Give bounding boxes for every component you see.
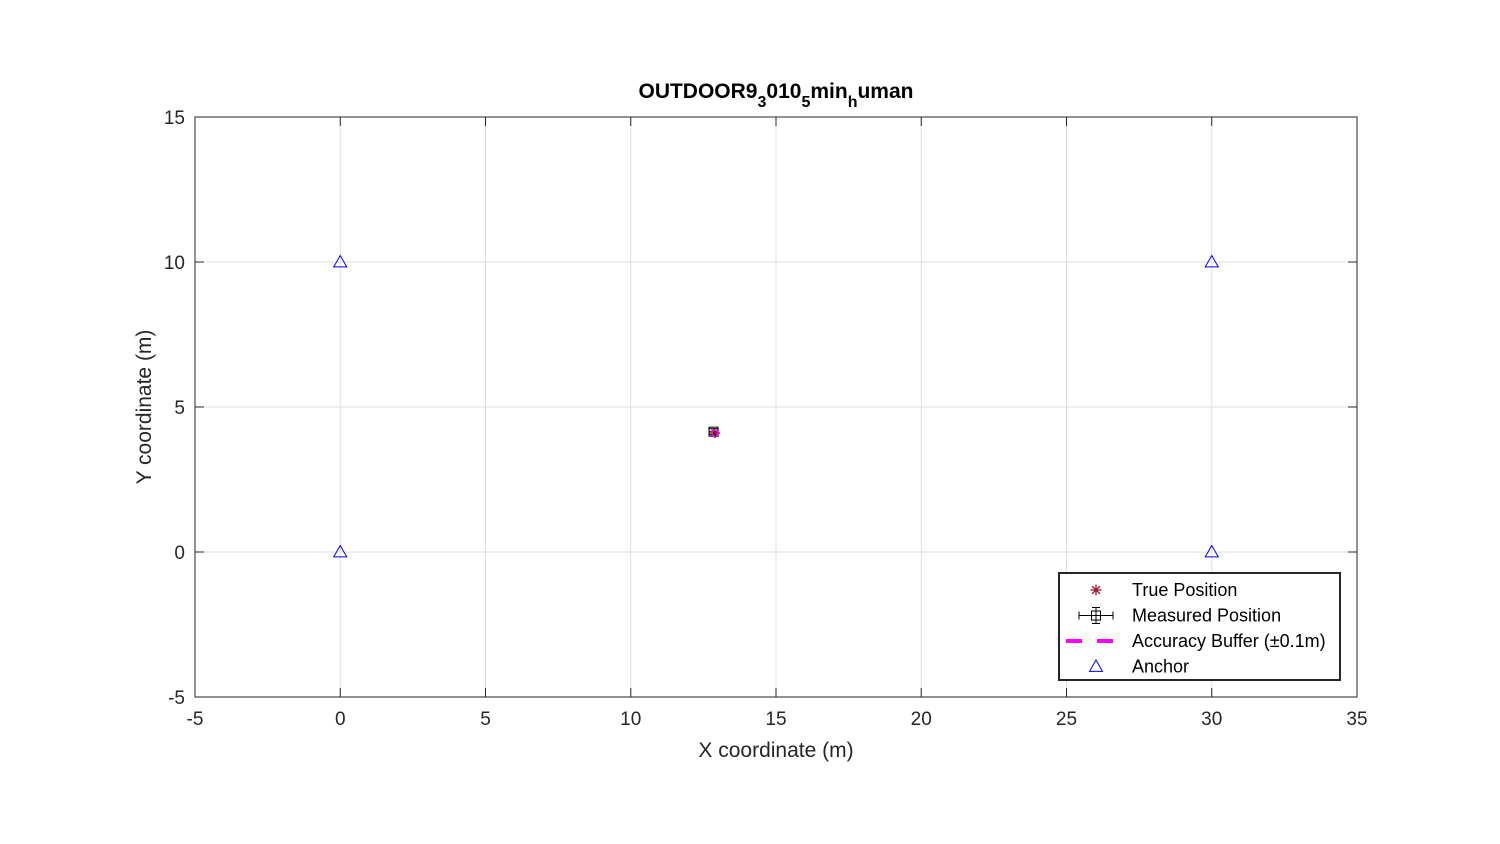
legend-asterisk-icon — [1090, 584, 1102, 596]
legend-item: Accuracy Buffer (±0.1m) — [1066, 631, 1326, 651]
legend: True Position Measured Position Accuracy B… — [1058, 572, 1341, 681]
x-axis-label: X coordinate (m) — [698, 739, 853, 762]
legend-label: True Position — [1132, 580, 1237, 600]
y-tick-label: -5 — [168, 688, 185, 709]
x-tick-label: 20 — [911, 709, 932, 730]
legend-errorbar-icon — [1078, 607, 1114, 624]
chart-title: OUTDOOR930105minhuman — [638, 80, 913, 111]
legend-item: True Position — [1090, 580, 1237, 600]
legend-item: Anchor — [1088, 657, 1189, 677]
y-tick-label: 5 — [174, 398, 185, 419]
legend-label: Measured Position — [1132, 606, 1281, 626]
anchor-marker — [332, 544, 348, 558]
legend-label: Anchor — [1132, 657, 1189, 677]
anchor-marker — [1204, 254, 1220, 268]
tick-labels: -5 0 5 10 15 20 25 30 35 -5 0 5 10 15 — [164, 108, 1368, 730]
x-tick-label: -5 — [187, 709, 204, 730]
legend-label: Accuracy Buffer (±0.1m) — [1132, 631, 1326, 651]
legend-item: Measured Position — [1078, 606, 1281, 626]
x-tick-label: 35 — [1346, 709, 1367, 730]
x-tick-label: 5 — [480, 709, 491, 730]
y-tick-label: 15 — [164, 108, 185, 129]
legend-box — [1058, 572, 1341, 681]
x-tick-label: 10 — [620, 709, 641, 730]
axis-ticks — [194, 116, 1358, 698]
accuracy-buffer-circle — [710, 429, 719, 438]
legend-triangle-icon — [1088, 658, 1104, 672]
x-tick-label: 25 — [1056, 709, 1077, 730]
data-marks — [332, 254, 1220, 558]
x-tick-label: 30 — [1201, 709, 1222, 730]
x-tick-label: 15 — [765, 709, 786, 730]
y-axis-label: Y coordinate (m) — [133, 330, 156, 485]
anchor-marker — [1204, 544, 1220, 558]
anchor-marker — [332, 254, 348, 268]
x-tick-label: 0 — [335, 709, 346, 730]
y-tick-label: 0 — [174, 543, 185, 564]
y-tick-label: 10 — [164, 253, 185, 274]
